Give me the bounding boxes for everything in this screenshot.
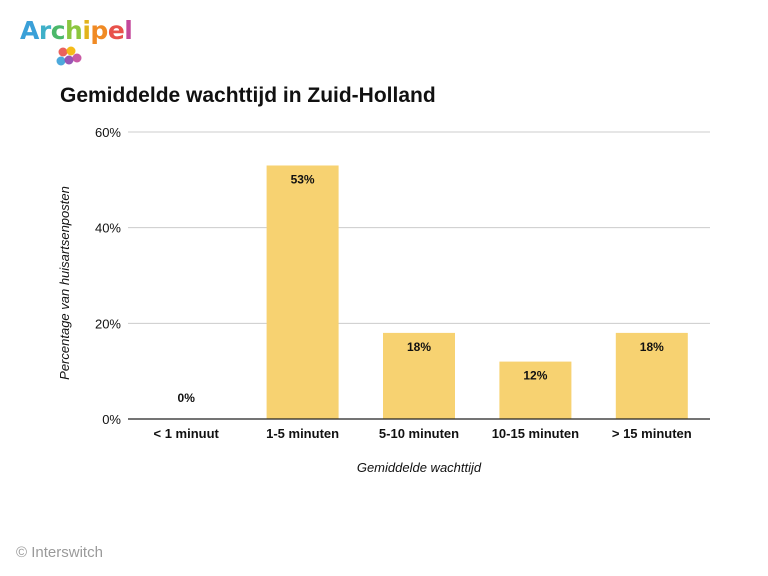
chart-title: Gemiddelde wachttijd in Zuid-Holland: [60, 84, 436, 107]
x-tick-label: 10-15 minuten: [492, 426, 579, 441]
bar: [383, 332, 455, 419]
logo-dot: [56, 56, 66, 66]
y-axis-title: Percentage van huisartsenposten: [57, 186, 72, 380]
data-label: 12%: [523, 369, 547, 383]
y-tick-label: 20%: [95, 316, 121, 331]
logo-letter: A: [20, 16, 39, 45]
logo-dot: [72, 53, 82, 63]
x-axis-title: Gemiddelde wachttijd: [357, 460, 482, 475]
data-label: 18%: [407, 340, 431, 354]
data-label: 53%: [291, 172, 315, 186]
x-tick-label: 1-5 minuten: [266, 426, 339, 441]
data-label: 0%: [178, 391, 196, 405]
y-tick-label: 0%: [102, 412, 121, 427]
x-tick-label: > 15 minuten: [612, 426, 692, 441]
logo-dot: [58, 47, 68, 57]
logo-letter: p: [90, 16, 108, 45]
logo-dots-icon: [56, 46, 82, 66]
y-tick-label: 60%: [95, 125, 121, 140]
logo-dot: [66, 46, 76, 56]
logo-letter: r: [38, 16, 51, 45]
copyright-notice: © Interswitch: [16, 544, 103, 561]
bar: [266, 165, 339, 419]
logo-letter: c: [50, 16, 66, 45]
x-tick-label: 5-10 minuten: [379, 426, 459, 441]
y-tick-label: 40%: [95, 221, 121, 236]
archipel-logo: Archipel: [20, 16, 133, 72]
logo-letter: e: [107, 16, 125, 45]
logo-dot: [64, 55, 74, 65]
data-label: 18%: [640, 340, 664, 354]
x-tick-label: < 1 minuut: [154, 426, 220, 441]
bar: [499, 361, 572, 419]
logo-wordmark: Archipel: [20, 16, 133, 45]
logo-letter: h: [65, 16, 83, 45]
bar: [615, 332, 688, 419]
logo-letter: l: [124, 16, 133, 45]
logo-letter: i: [82, 16, 91, 45]
